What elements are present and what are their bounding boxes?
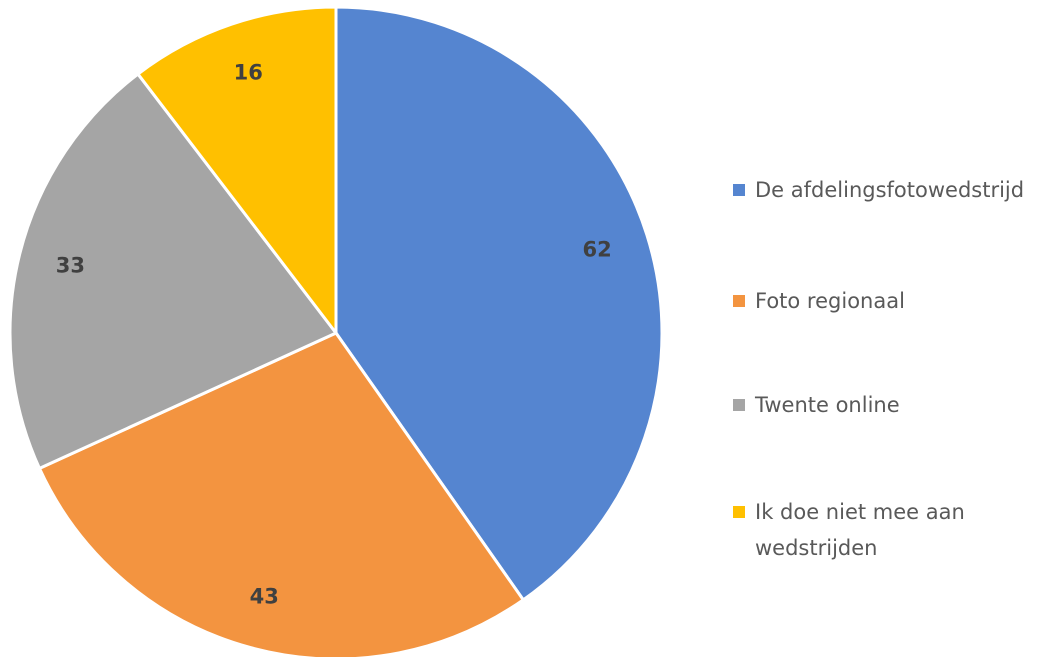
data-label: 16 bbox=[234, 61, 263, 85]
legend-label: Ik doe niet mee aan wedstrijden bbox=[755, 500, 965, 560]
data-label: 62 bbox=[583, 238, 612, 262]
legend-swatch bbox=[733, 399, 745, 411]
legend-entry: Ik doe niet mee aan wedstrijden bbox=[733, 494, 1033, 566]
legend-entry: Twente online bbox=[733, 387, 1033, 423]
pie-slice bbox=[8, 71, 339, 471]
data-label: 43 bbox=[250, 584, 279, 608]
legend-entry: Foto regionaal bbox=[733, 283, 1033, 319]
data-label: 33 bbox=[56, 254, 85, 278]
pie-slice bbox=[334, 5, 664, 602]
legend-swatch bbox=[733, 295, 745, 307]
legend-entry: De afdelingsfotowedstrijd bbox=[733, 172, 1033, 208]
legend-swatch bbox=[733, 184, 745, 196]
legend-label: Twente online bbox=[755, 393, 900, 417]
legend-swatch bbox=[733, 506, 745, 518]
pie-slice bbox=[135, 5, 338, 338]
legend-label: Foto regionaal bbox=[755, 289, 905, 313]
legend-label: De afdelingsfotowedstrijd bbox=[755, 178, 1025, 202]
